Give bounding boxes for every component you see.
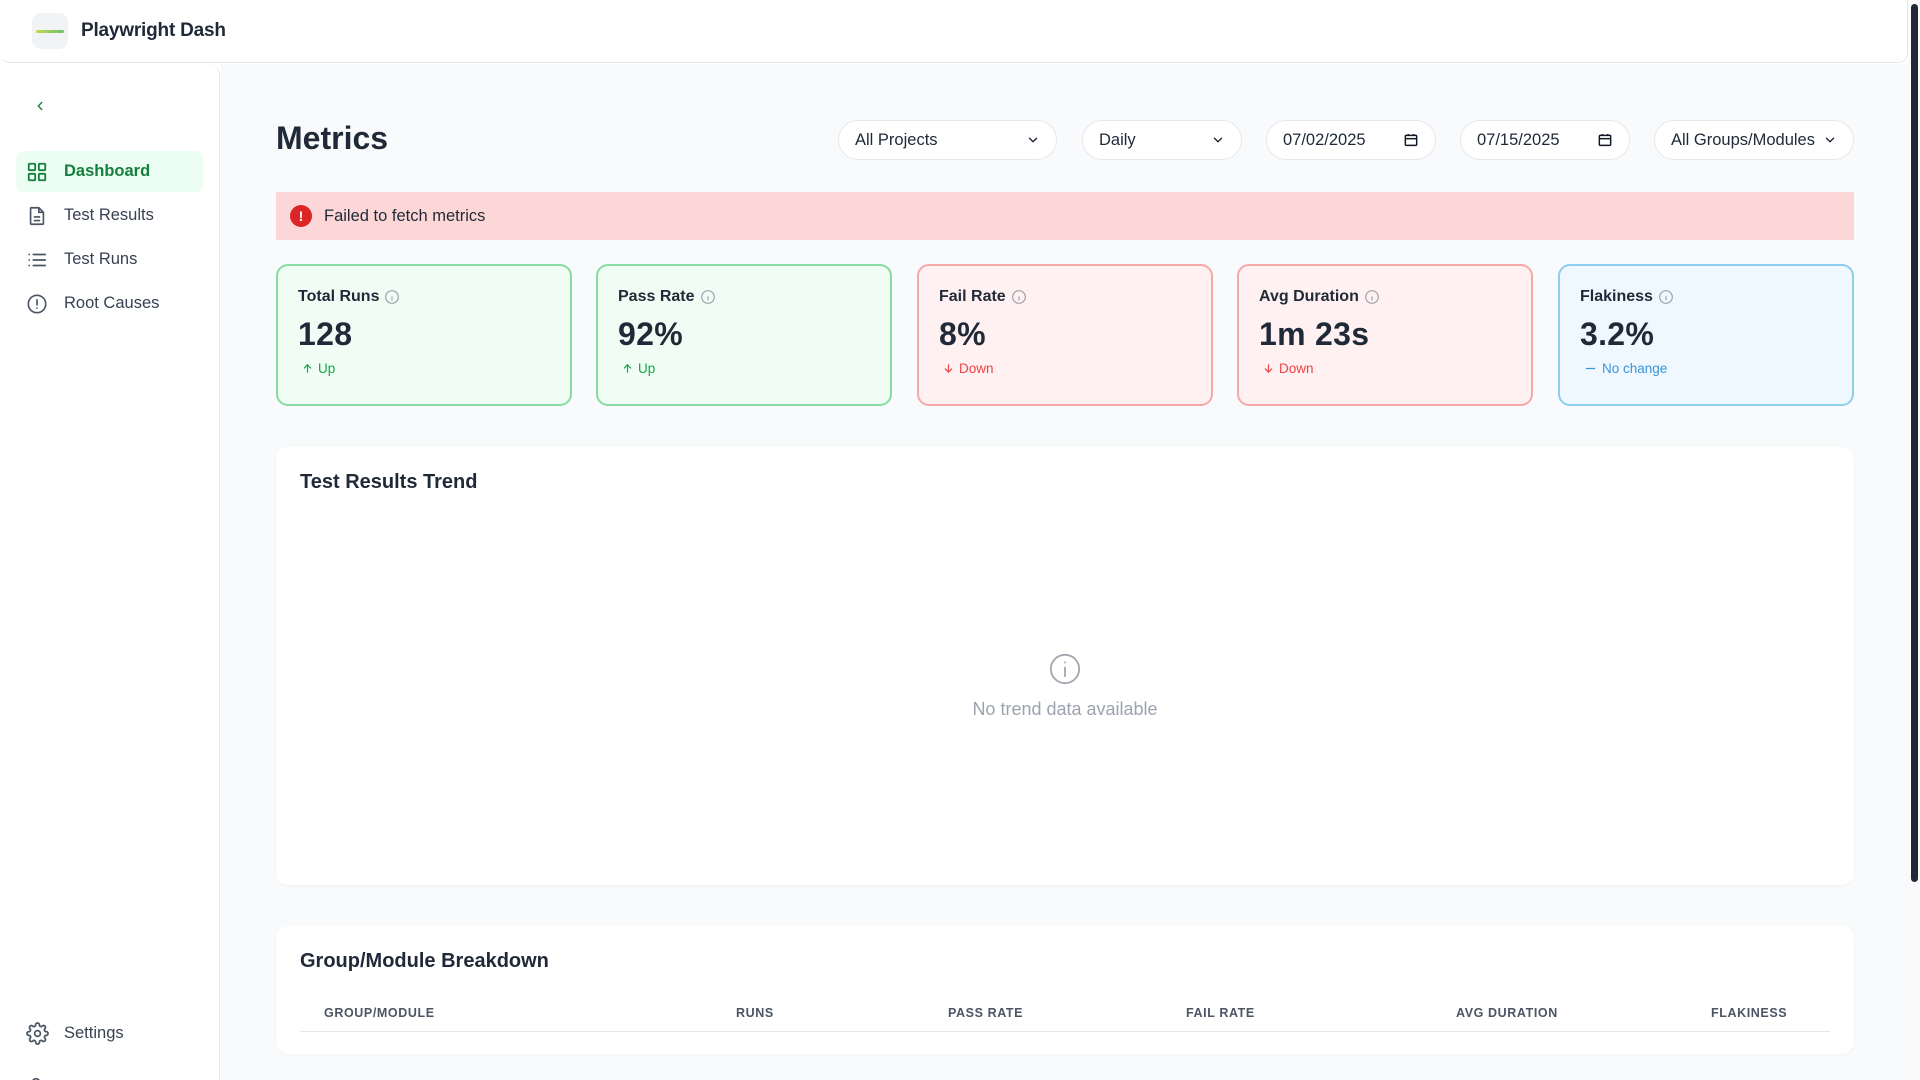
arrow-down-icon xyxy=(943,363,954,374)
chevron-down-icon xyxy=(1211,133,1225,147)
column-header[interactable]: RUNS xyxy=(736,1006,774,1020)
breakdown-table-header: GROUP/MODULE RUNS PASS RATE FAIL RATE AV… xyxy=(300,992,1830,1032)
metric-trend: Down xyxy=(1279,361,1314,376)
empty-state-message: No trend data available xyxy=(972,699,1158,719)
sidebar-item-label: Dashboard xyxy=(64,162,151,180)
app-title: Playwright Dash xyxy=(81,20,226,41)
info-icon[interactable] xyxy=(1011,289,1027,305)
calendar-icon[interactable] xyxy=(1403,132,1419,148)
minus-icon xyxy=(1584,363,1597,374)
document-icon xyxy=(25,204,49,228)
metric-card-flakiness: Flakiness 3.2% No change xyxy=(1558,264,1854,406)
gear-icon xyxy=(25,1022,49,1046)
top-header: Playwright Dash xyxy=(0,0,1908,63)
column-header[interactable]: FAIL RATE xyxy=(1186,1006,1255,1020)
chevron-down-icon xyxy=(1026,133,1040,147)
page-scrollbar[interactable] xyxy=(1908,0,1920,1080)
column-header[interactable]: PASS RATE xyxy=(948,1006,1024,1020)
sidebar-item-label: Root Causes xyxy=(64,294,160,312)
info-icon[interactable] xyxy=(1658,289,1674,305)
metric-label: Fail Rate xyxy=(939,288,1006,305)
error-message: Failed to fetch metrics xyxy=(324,206,486,225)
info-icon xyxy=(1048,652,1082,691)
alert-circle-icon xyxy=(25,292,49,316)
sidebar-item-test-results[interactable]: Test Results xyxy=(16,195,203,236)
metric-label: Pass Rate xyxy=(618,288,695,305)
app-logo[interactable] xyxy=(32,13,68,49)
sidebar-item-settings[interactable]: Settings xyxy=(16,1013,203,1054)
metric-value: 92% xyxy=(618,316,683,352)
arrow-up-icon xyxy=(622,363,633,374)
info-icon[interactable] xyxy=(1364,289,1380,305)
error-banner: ! Failed to fetch metrics xyxy=(276,192,1854,240)
breakdown-panel-title: Group/Module Breakdown xyxy=(300,950,549,972)
metric-label: Flakiness xyxy=(1580,288,1653,305)
start-date-value: 07/02/2025 xyxy=(1283,130,1366,149)
metric-card-avg-duration: Avg Duration 1m 23s Down xyxy=(1237,264,1533,406)
page-title: Metrics xyxy=(276,120,389,156)
column-header[interactable]: FLAKINESS xyxy=(1711,1006,1788,1020)
project-select-value: All Projects xyxy=(855,130,938,149)
project-select[interactable]: All Projects xyxy=(838,120,1057,160)
arrow-up-icon xyxy=(302,363,313,374)
arrow-down-icon xyxy=(1263,363,1274,374)
trend-panel-title: Test Results Trend xyxy=(300,471,478,493)
user-icon[interactable] xyxy=(25,1075,49,1080)
scrollbar-thumb[interactable] xyxy=(1911,4,1918,882)
metric-trend: Down xyxy=(959,361,994,376)
metric-card-fail-rate: Fail Rate 8% Down xyxy=(917,264,1213,406)
info-icon[interactable] xyxy=(700,289,716,305)
collapse-sidebar-button[interactable] xyxy=(28,94,52,118)
empty-state: No trend data available xyxy=(276,652,1854,720)
column-header[interactable]: GROUP/MODULE xyxy=(324,1006,435,1020)
calendar-icon[interactable] xyxy=(1597,132,1613,148)
interval-select[interactable]: Daily xyxy=(1082,120,1242,160)
metric-trend: Up xyxy=(318,361,336,376)
sidebar-item-test-runs[interactable]: Test Runs xyxy=(16,239,203,280)
breakdown-panel: Group/Module Breakdown GROUP/MODULE RUNS… xyxy=(276,926,1854,1054)
metric-label: Total Runs xyxy=(298,288,380,305)
metric-trend: No change xyxy=(1602,361,1668,376)
group-module-select[interactable]: All Groups/Modules xyxy=(1654,120,1854,160)
main-content: Metrics All Projects Daily 07/02/2025 07… xyxy=(221,64,1908,1080)
metric-label: Avg Duration xyxy=(1259,288,1359,305)
sidebar-item-label: Test Runs xyxy=(64,250,138,268)
sidebar-nav: Dashboard Test Results Test Runs Root Ca… xyxy=(16,151,203,327)
end-date-value: 07/15/2025 xyxy=(1477,130,1560,149)
metric-value: 1m 23s xyxy=(1259,316,1370,352)
interval-select-value: Daily xyxy=(1099,130,1136,149)
metric-value: 3.2% xyxy=(1580,316,1655,352)
sidebar-item-root-causes[interactable]: Root Causes xyxy=(16,283,203,324)
group-select-value: All Groups/Modules xyxy=(1671,130,1815,149)
start-date-input[interactable]: 07/02/2025 xyxy=(1266,120,1436,160)
metric-trend: Up xyxy=(638,361,656,376)
metric-card-pass-rate: Pass Rate 92% Up xyxy=(596,264,892,406)
sidebar-item-label: Test Results xyxy=(64,206,154,224)
list-icon xyxy=(25,248,49,272)
column-header[interactable]: AVG DURATION xyxy=(1456,1006,1558,1020)
metric-card-total-runs: Total Runs 128 Up xyxy=(276,264,572,406)
sidebar: Dashboard Test Results Test Runs Root Ca… xyxy=(0,64,220,1080)
error-icon: ! xyxy=(290,205,312,227)
end-date-input[interactable]: 07/15/2025 xyxy=(1460,120,1630,160)
chevron-down-icon xyxy=(1823,133,1837,147)
trend-panel: Test Results Trend No trend data availab… xyxy=(276,447,1854,885)
info-icon[interactable] xyxy=(384,289,400,305)
metric-value: 128 xyxy=(298,316,353,352)
chevron-left-icon xyxy=(37,101,43,111)
sidebar-item-dashboard[interactable]: Dashboard xyxy=(16,151,203,192)
dashboard-grid-icon xyxy=(25,160,49,184)
metric-value: 8% xyxy=(939,316,986,352)
sidebar-item-label: Settings xyxy=(64,1024,124,1042)
